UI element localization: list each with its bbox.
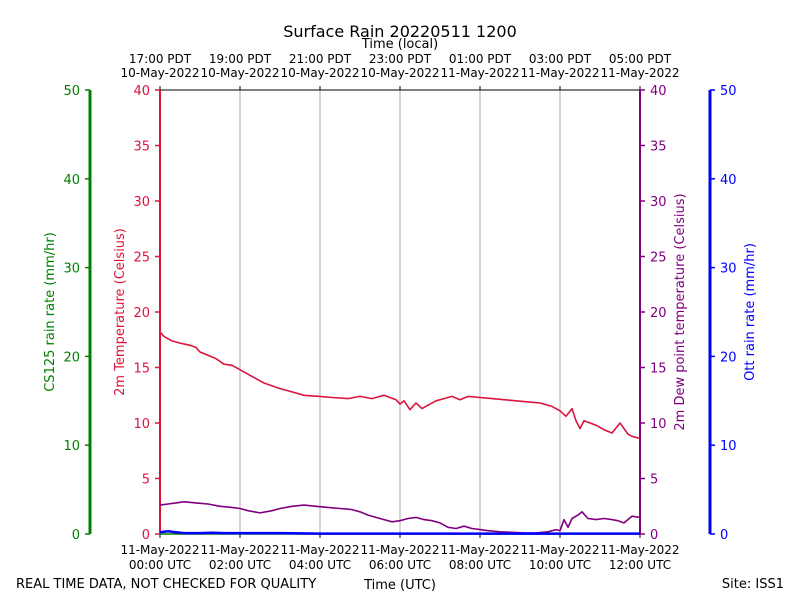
2m-temperature-line <box>159 331 641 440</box>
ott-tick-label: 30 <box>720 262 737 277</box>
x-tick-label-date: 11-May-2022 <box>360 543 439 557</box>
dew-tick-label: 40 <box>650 84 667 99</box>
temp-tick-label: 0 <box>142 528 150 543</box>
ott-tick-label: 40 <box>720 173 737 188</box>
top-tick-label-date: 10-May-2022 <box>280 66 359 80</box>
x-tick-label-time: 02:00 UTC <box>209 558 271 572</box>
dew-tick-label: 0 <box>650 528 658 543</box>
quality-disclaimer: REAL TIME DATA, NOT CHECKED FOR QUALITY <box>16 577 316 592</box>
series-group <box>159 331 641 535</box>
x-tick-label-time: 04:00 UTC <box>289 558 351 572</box>
top-axis-label: Time (local) <box>361 37 438 52</box>
x-tick-label-time: 10:00 UTC <box>529 558 591 572</box>
dew-tick-label: 25 <box>650 251 667 266</box>
x-tick-label-time: 06:00 UTC <box>369 558 431 572</box>
bottom-axis-label: Time (UTC) <box>363 578 436 593</box>
cs125-tick-label: 50 <box>63 84 80 99</box>
temp-tick-label: 25 <box>133 251 150 266</box>
cs125-tick-label: 20 <box>63 350 80 365</box>
x-tick-label-date: 11-May-2022 <box>520 543 599 557</box>
top-tick-label-date: 11-May-2022 <box>440 66 519 80</box>
temp-tick-label: 30 <box>133 195 150 210</box>
top-tick-label-time: 01:00 PDT <box>449 52 512 66</box>
x-tick-label-time: 08:00 UTC <box>449 558 511 572</box>
top-tick-label-time: 21:00 PDT <box>289 52 352 66</box>
top-tick-label-date: 10-May-2022 <box>360 66 439 80</box>
x-tick-label-time: 00:00 UTC <box>129 558 191 572</box>
site-label: Site: ISS1 <box>722 577 784 592</box>
2m-dew-point-temperature-line <box>159 500 641 534</box>
x-tick-label-date: 11-May-2022 <box>120 543 199 557</box>
x-tick-label-date: 11-May-2022 <box>280 543 359 557</box>
temp-tick-label: 40 <box>133 84 150 99</box>
dew-tick-label: 5 <box>650 473 658 488</box>
dew-tick-label: 30 <box>650 195 667 210</box>
dew-tick-label: 20 <box>650 306 667 321</box>
top-tick-label-time: 05:00 PDT <box>609 52 672 66</box>
cs125-tick-label: 40 <box>63 173 80 188</box>
top-tick-label-time: 03:00 PDT <box>529 52 592 66</box>
ott-tick-label: 10 <box>720 439 737 454</box>
chart-title: Surface Rain 20220511 1200 <box>283 22 517 41</box>
cs125-tick-label: 0 <box>72 528 80 543</box>
temp-tick-label: 15 <box>133 362 150 377</box>
top-tick-label-date: 11-May-2022 <box>600 66 679 80</box>
temp-tick-label: 35 <box>133 140 150 155</box>
top-tick-label-date: 11-May-2022 <box>520 66 599 80</box>
ott-tick-label: 20 <box>720 350 737 365</box>
cs125-axis-label: CS125 rain rate (mm/hr) <box>43 232 58 392</box>
top-tick-label-date: 10-May-2022 <box>120 66 199 80</box>
ott-rain-rate-line <box>159 530 640 535</box>
temp-tick-label: 10 <box>133 417 150 432</box>
dew-tick-label: 15 <box>650 362 667 377</box>
top-tick-label-time: 19:00 PDT <box>209 52 272 66</box>
x-tick-label-time: 12:00 UTC <box>609 558 671 572</box>
dew-tick-label: 10 <box>650 417 667 432</box>
temp-tick-label: 5 <box>142 473 150 488</box>
cs125-tick-label: 10 <box>63 439 80 454</box>
ott-tick-label: 0 <box>720 528 728 543</box>
top-tick-label-time: 17:00 PDT <box>129 52 192 66</box>
x-tick-label-date: 11-May-2022 <box>200 543 279 557</box>
ott-tick-label: 50 <box>720 84 737 99</box>
dew-tick-label: 35 <box>650 140 667 155</box>
temp-tick-label: 20 <box>133 306 150 321</box>
x-tick-label-date: 11-May-2022 <box>440 543 519 557</box>
dew-axis-label: 2m Dew point temperature (Celsius) <box>673 193 688 430</box>
temp-axis-label: 2m Temperature (Celsius) <box>113 228 128 396</box>
ott-axis-label: Ott rain rate (mm/hr) <box>743 243 758 381</box>
x-tick-label-date: 11-May-2022 <box>600 543 679 557</box>
top-tick-label-date: 10-May-2022 <box>200 66 279 80</box>
grid <box>239 90 561 534</box>
cs125-tick-label: 30 <box>63 262 80 277</box>
top-tick-label-time: 23:00 PDT <box>369 52 432 66</box>
